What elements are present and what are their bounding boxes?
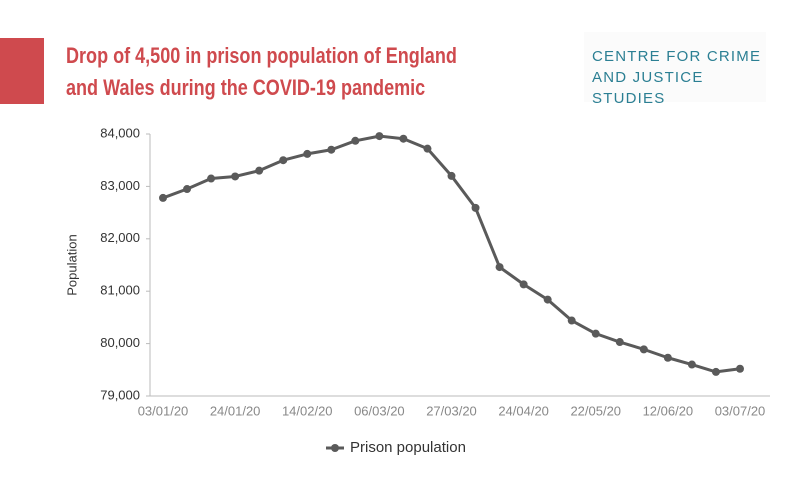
point (255, 166, 264, 175)
point (519, 280, 528, 289)
point (687, 360, 696, 369)
x-tick-label: 27/03/20 (426, 403, 477, 418)
x-tick-label: 12/06/20 (643, 403, 694, 418)
point (423, 144, 432, 153)
point (736, 364, 744, 373)
chart-title: Drop of 4,500 in prison population of En… (66, 43, 457, 100)
x-tick-label: 14/02/20 (282, 403, 333, 418)
y-tick-label: 84,000 (100, 125, 140, 140)
point (279, 156, 288, 165)
point (543, 295, 552, 304)
point (351, 136, 360, 145)
line (162, 134, 741, 374)
y-tick-label: 80,000 (100, 335, 140, 350)
legend-swatch (331, 444, 339, 452)
point (447, 171, 456, 180)
logo: CENTRE FOR CRIME AND JUSTICE STUDIES (592, 48, 762, 107)
point (207, 174, 216, 183)
point (615, 338, 624, 347)
x-tick-label: 03/07/20 (715, 403, 766, 418)
y-tick-label: 81,000 (100, 283, 140, 298)
point (375, 132, 384, 141)
title-marker (0, 38, 44, 104)
logo-box: CENTRE FOR CRIME AND JUSTICE STUDIES (584, 32, 766, 107)
point (231, 172, 240, 181)
point (663, 353, 672, 362)
point (303, 149, 312, 158)
point (183, 185, 192, 194)
y-tick-label: 83,000 (100, 178, 140, 193)
point (495, 263, 504, 272)
point (591, 329, 600, 338)
point (639, 345, 648, 354)
x-tick-label: 06/03/20 (354, 403, 405, 418)
y-axis-label: Population (64, 234, 79, 295)
y-tick-label: 82,000 (100, 230, 140, 245)
point (711, 367, 720, 376)
point (159, 193, 167, 202)
x-tick-label: 24/01/20 (210, 403, 261, 418)
point (399, 134, 408, 143)
point (567, 316, 576, 325)
point (327, 145, 336, 154)
x-tick-label: 22/05/20 (570, 403, 621, 418)
x-tick-label: 24/04/20 (498, 403, 549, 418)
point (471, 203, 480, 212)
x-tick-label: 03/01/20 (138, 403, 189, 418)
legend-label: Prison population (350, 439, 466, 456)
y-tick-label: 79,000 (100, 387, 140, 402)
